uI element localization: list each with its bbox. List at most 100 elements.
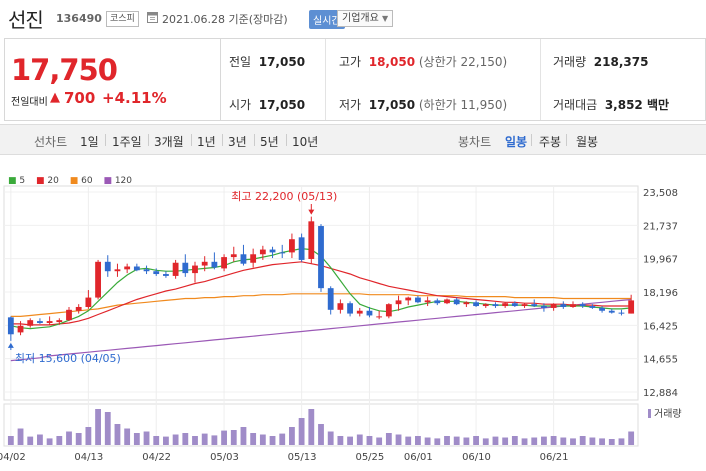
volume-bar [279,433,286,445]
volume-bar [463,437,470,445]
tab-1week[interactable]: 1주일 [112,135,142,149]
tab-daily-candle[interactable]: 일봉 [505,135,528,149]
candle-body [550,304,557,308]
candle-body [463,302,470,305]
volume-bar [395,434,402,445]
volume-bar [56,436,63,445]
tab-3month[interactable]: 3개월 [154,135,184,149]
candle-body [444,299,450,304]
ma60-line [10,293,632,317]
candle-body [541,306,547,308]
y-tick-label: 23,508 [643,188,678,199]
tab-monthly-candle[interactable]: 월봉 [576,135,599,149]
volume-bar [473,436,479,445]
volume-bar [347,436,353,445]
volume-bar [114,424,121,445]
candle-body [599,307,605,311]
y-tick-label: 14,655 [643,355,678,366]
candle-body [46,321,53,323]
volume-bar [259,434,266,445]
divider [191,134,192,146]
ma-legend: ■ 5 ■ 20 ■ 60 ■ 120 [8,176,140,186]
trade-amount: 거래대금 3,852 백만 [553,98,670,112]
volume-bar [618,438,625,445]
high-price: 고가 18,050 (상한가 22,150) [339,55,508,69]
volume-bar [37,434,43,445]
company-info-dropdown[interactable]: 기업개요 ▼ [337,10,394,27]
tab-weekly-candle[interactable]: 주봉 [539,135,562,149]
realtime-button[interactable]: 실시간 [309,10,345,29]
tab-1year[interactable]: 1년 [197,135,216,149]
volume-bar [133,433,140,445]
candle-body [337,303,344,310]
candle-body [211,261,218,268]
tab-5year[interactable]: 5년 [260,135,279,149]
candle-body [589,306,596,308]
candle-body [366,310,373,316]
candle-body [628,300,635,314]
legend-ma60: ■ 60 [69,176,93,186]
volume-label: 거래량 [654,408,682,420]
volume-bar [424,437,431,445]
volume-bar [376,437,383,445]
candle-body [192,265,198,274]
volume-bar [405,436,412,445]
candle-body [95,261,101,298]
volume-bar [95,409,101,445]
change-value: 700 [64,89,96,107]
candle-body [395,300,402,305]
max-price-label: 최고 22,200 (05/13) [231,190,337,203]
line-chart-label: 선차트 [34,135,68,149]
x-tick-label: 05/03 [210,452,239,463]
volume-bar [482,438,489,445]
tab-10year[interactable]: 10년 [292,135,319,149]
candle-body [37,321,43,323]
volume-bar [46,438,53,445]
volume-bar [356,434,363,445]
candle-body [376,316,383,318]
candle-body [415,297,421,303]
volume-bar [541,436,547,445]
trade-volume: 거래량 218,375 [553,55,649,69]
candle-body [153,271,160,275]
volume-bar [201,433,208,445]
volume-bar [250,433,257,445]
volume-bar [444,436,450,445]
candle-body [502,303,509,307]
candle-body [608,310,615,313]
y-tick-label: 12,884 [643,388,678,399]
volume-bar [502,437,509,445]
candle-body [259,249,266,255]
candlestick-chart[interactable]: 23,508 21,737 19,967 18,196 16,425 14,655 12,8… [0,184,706,471]
ma120-line [10,298,632,362]
volume-bar [289,427,295,445]
x-tick-label: 06/10 [462,452,491,463]
low-price: 저가 17,050 (하한가 11,950) [339,98,508,112]
volume-bar [589,437,596,445]
candle-body [298,237,305,260]
volume-bar [17,428,24,445]
y-tick-label: 16,425 [643,321,678,332]
y-tick-label: 19,967 [643,255,678,266]
candle-body [250,254,257,263]
candle-body [570,304,576,307]
tab-1day[interactable]: 1일 [80,135,99,149]
candle-body [424,300,431,303]
volume-bar [163,436,169,445]
divider [286,134,287,146]
candle-body [221,257,227,269]
stock-code: 136490 [56,12,102,25]
candle-body [17,325,24,333]
x-tick-label: 05/13 [288,452,317,463]
min-price-label: 최저 15,600 (04/05) [15,352,121,365]
tab-3year[interactable]: 3년 [228,135,247,149]
volume-bar [327,431,334,445]
volume-bar [570,438,576,445]
candle-body [453,299,460,305]
volume-bar [628,431,635,445]
max-price-arrowhead [308,209,315,215]
volume-bar [531,437,538,445]
candle-body [163,274,169,276]
candle-body [56,320,63,323]
divider [540,39,541,120]
